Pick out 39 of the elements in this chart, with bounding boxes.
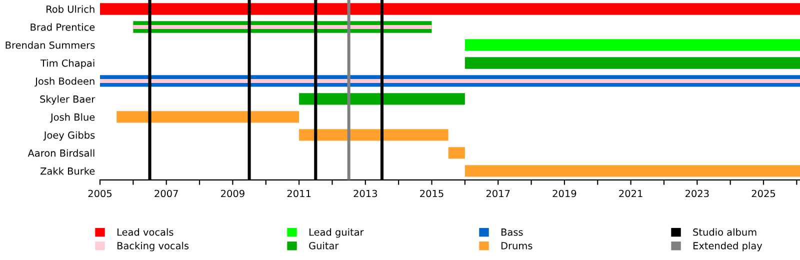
y-tick-label: Brendan Summers bbox=[6, 41, 95, 49]
x-tick-label: 2011 bbox=[287, 190, 311, 198]
bar bbox=[464, 57, 800, 69]
bar bbox=[448, 147, 465, 159]
legend-label: Drums bbox=[501, 242, 532, 250]
bar bbox=[299, 129, 448, 141]
x-tick-label: 2005 bbox=[88, 190, 112, 198]
x-tick-label: 2025 bbox=[752, 190, 776, 198]
y-tick-label: Tim Chapai bbox=[40, 59, 94, 69]
legend-label: Backing vocals bbox=[117, 242, 189, 252]
x-tick-label: 2023 bbox=[685, 190, 709, 198]
x-tick-label: 2007 bbox=[154, 190, 178, 198]
bar bbox=[299, 93, 465, 105]
x-tick-label: 2009 bbox=[221, 190, 244, 198]
bar bbox=[100, 78, 800, 83]
bar bbox=[464, 39, 800, 51]
legend-label: Lead guitar bbox=[309, 228, 364, 238]
y-tick-label: Zakk Burke bbox=[40, 167, 95, 175]
x-tick-label: 2019 bbox=[552, 190, 576, 198]
legend-label: Bass bbox=[501, 228, 523, 236]
y-tick-label: Joey Gibbs bbox=[43, 131, 95, 141]
legend-label: Guitar bbox=[309, 242, 339, 250]
x-tick-label: 2021 bbox=[619, 190, 642, 198]
bar bbox=[133, 25, 432, 29]
legend-label: Extended play bbox=[693, 242, 762, 252]
y-tick-label: Brad Prentice bbox=[30, 23, 95, 31]
y-tick-label: Rob Ulrich bbox=[46, 5, 94, 13]
bar bbox=[116, 111, 300, 123]
y-tick-label: Josh Bodeen bbox=[34, 77, 94, 87]
y-tick-label: Skyler Baer bbox=[40, 95, 96, 105]
y-tick-label: Aaron Birdsall bbox=[28, 149, 94, 157]
bar bbox=[100, 3, 800, 15]
y-tick-label: Josh Blue bbox=[50, 113, 95, 123]
legend-label: Lead vocals bbox=[117, 228, 174, 236]
x-tick-label: 2013 bbox=[354, 190, 377, 198]
x-tick-label: 2015 bbox=[420, 190, 444, 198]
bar bbox=[464, 165, 800, 177]
x-tick-label: 2017 bbox=[486, 190, 510, 198]
legend-label: Studio album bbox=[693, 228, 756, 236]
